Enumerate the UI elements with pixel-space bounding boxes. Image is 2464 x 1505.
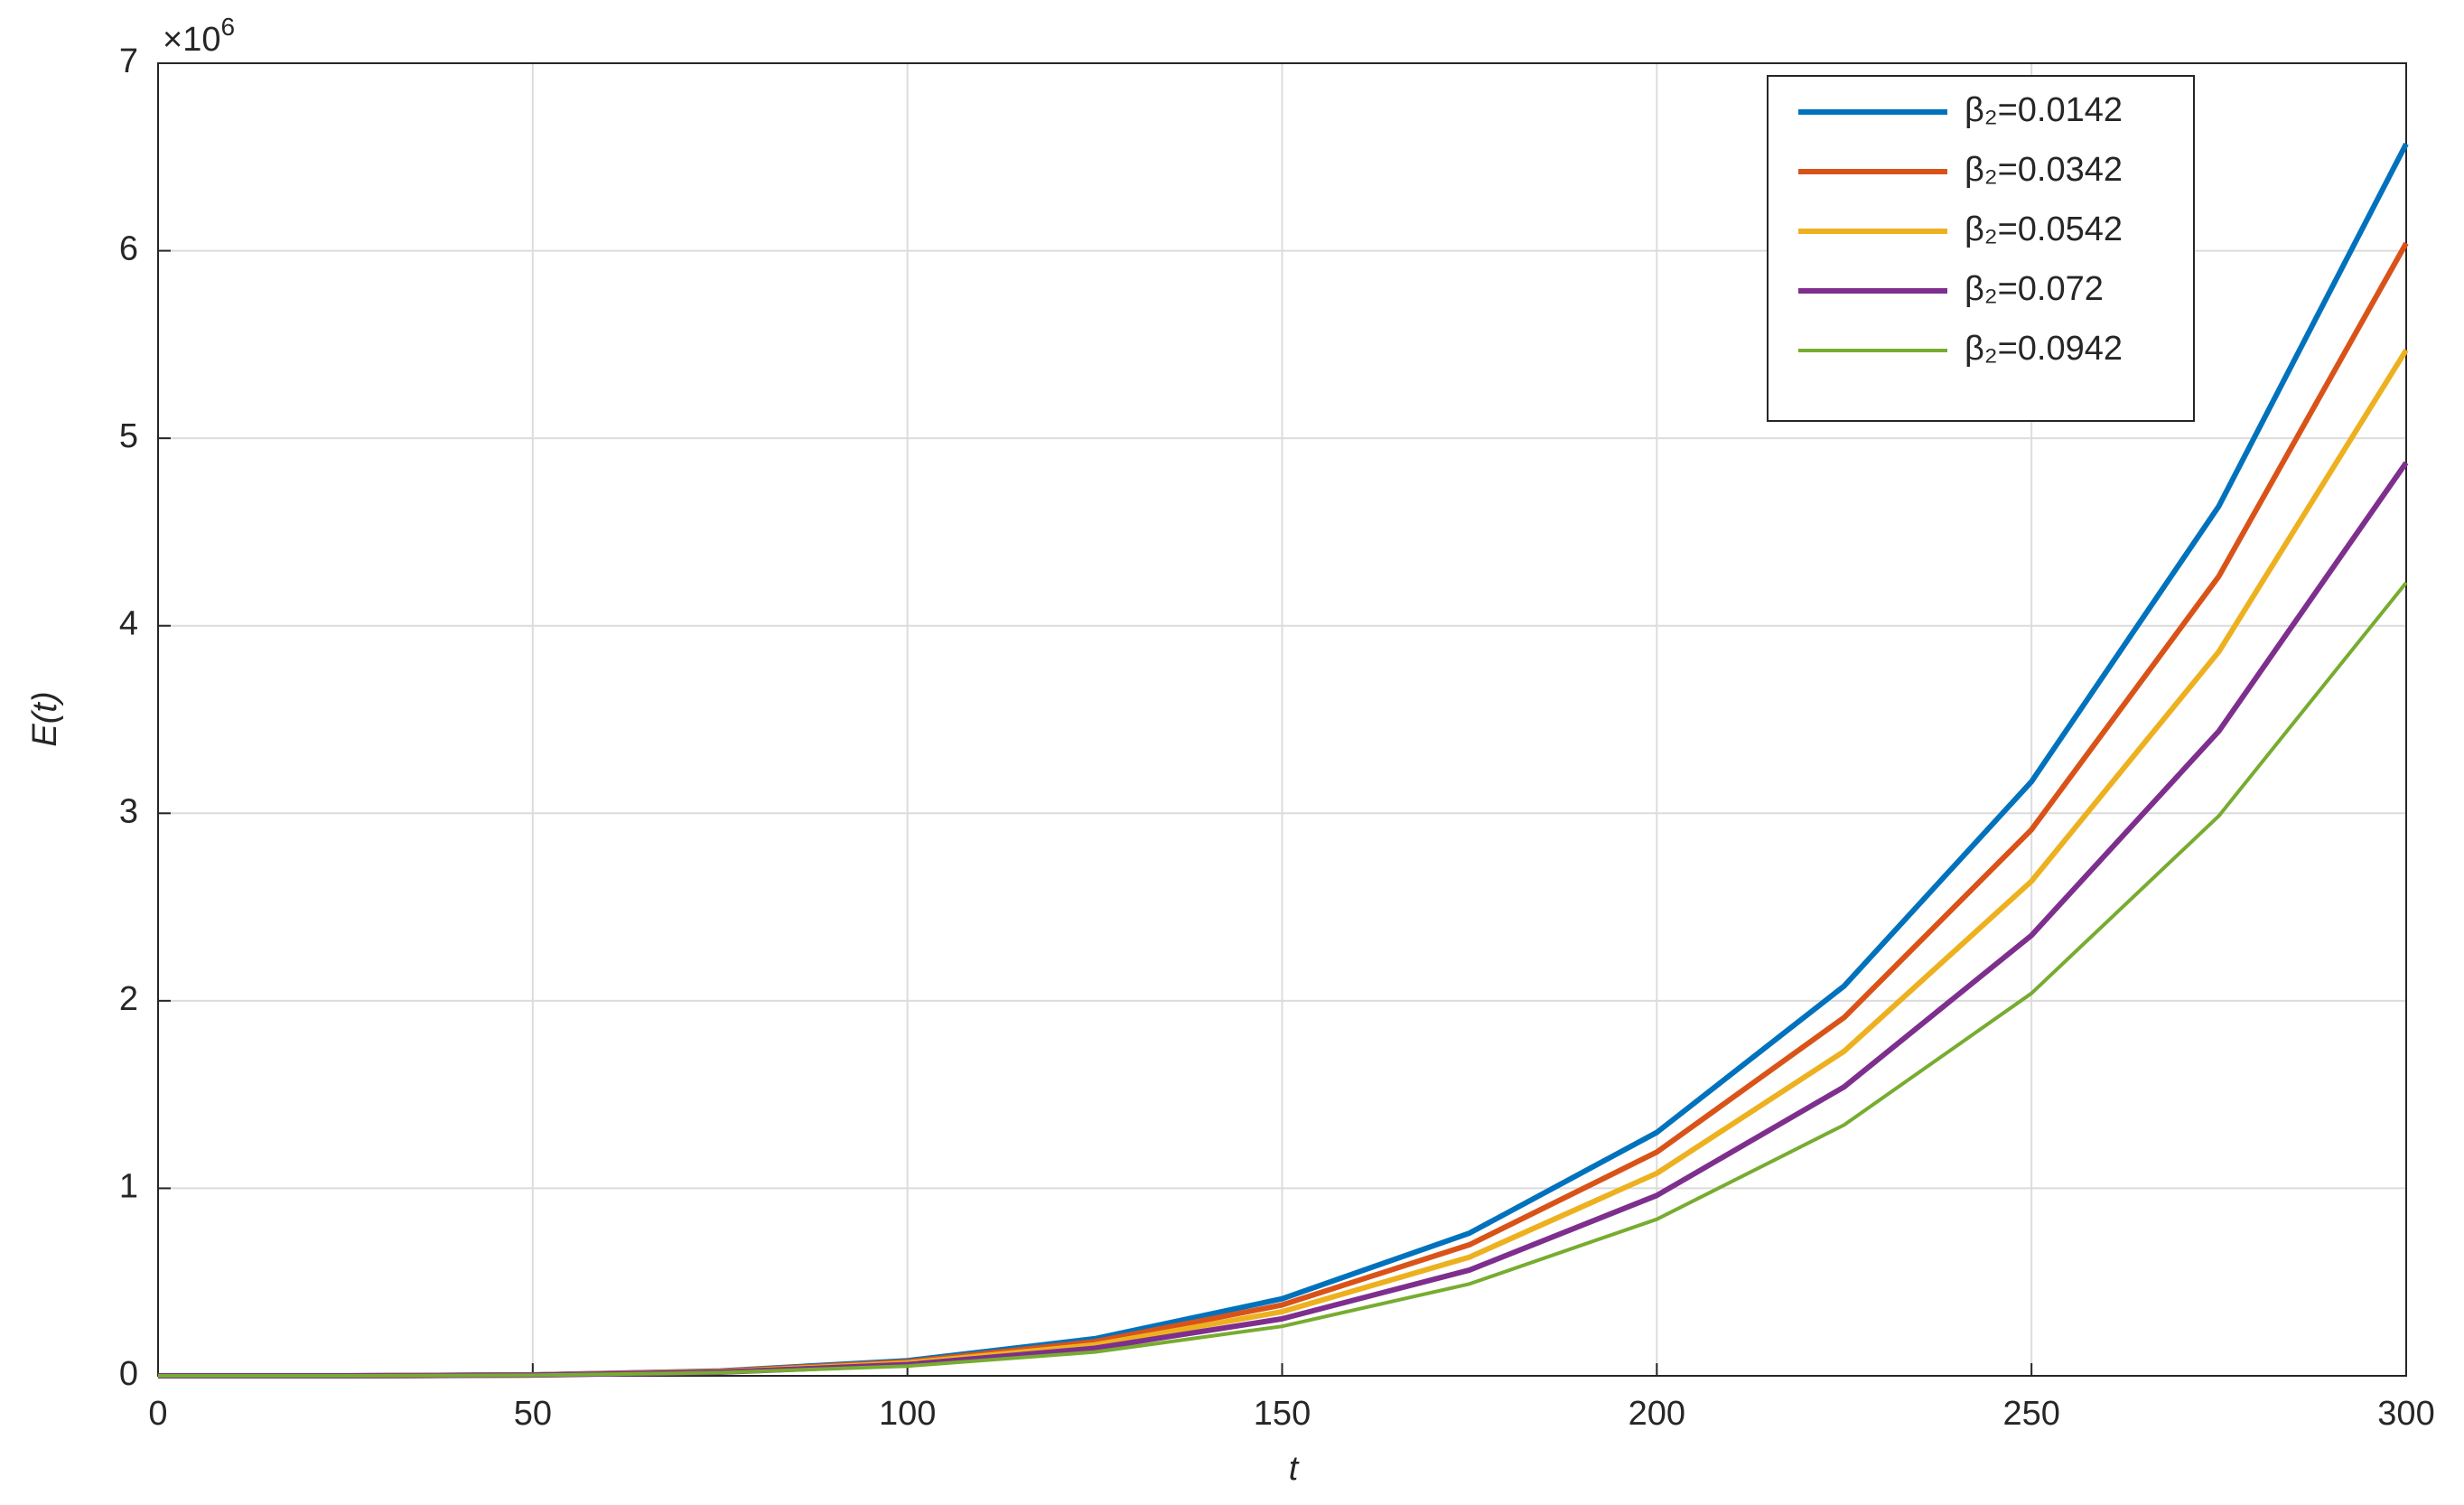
legend-box: [1767, 75, 2195, 422]
x-tick-label: 150: [1254, 1395, 1311, 1433]
legend-label: β₂=0.0142: [1965, 91, 2123, 129]
y-tick-label: 3: [119, 792, 138, 830]
x-tick-label: 50: [514, 1395, 552, 1433]
plot-frame: [157, 62, 2407, 1377]
y-tick-label: 2: [119, 980, 138, 1018]
multiplier-base: ×10: [163, 21, 220, 59]
legend-label: β₂=0.0542: [1965, 210, 2123, 248]
x-tick-label: 300: [2377, 1395, 2434, 1433]
y-tick-label: 4: [119, 605, 138, 643]
y-multiplier: ×106: [163, 13, 235, 59]
x-tick-label: 200: [1629, 1395, 1685, 1433]
legend-label: β₂=0.0342: [1965, 151, 2123, 189]
y-tick-label: 6: [119, 230, 138, 268]
y-tick-label: 5: [119, 417, 138, 455]
y-tick-label: 1: [119, 1167, 138, 1205]
x-tick-label: 100: [879, 1395, 936, 1433]
x-axis-label: t: [1289, 1450, 1300, 1488]
y-tick-label: 7: [119, 42, 138, 80]
y-axis-label: E(t): [26, 691, 64, 746]
multiplier-exponent: 6: [220, 13, 235, 41]
x-tick-label: 0: [148, 1395, 167, 1433]
legend-label: β₂=0.0942: [1965, 330, 2123, 368]
legend-label: β₂=0.072: [1965, 270, 2104, 308]
x-tick-label: 250: [2002, 1395, 2059, 1433]
series-line: [157, 581, 2408, 1378]
y-tick-label: 0: [119, 1355, 138, 1393]
